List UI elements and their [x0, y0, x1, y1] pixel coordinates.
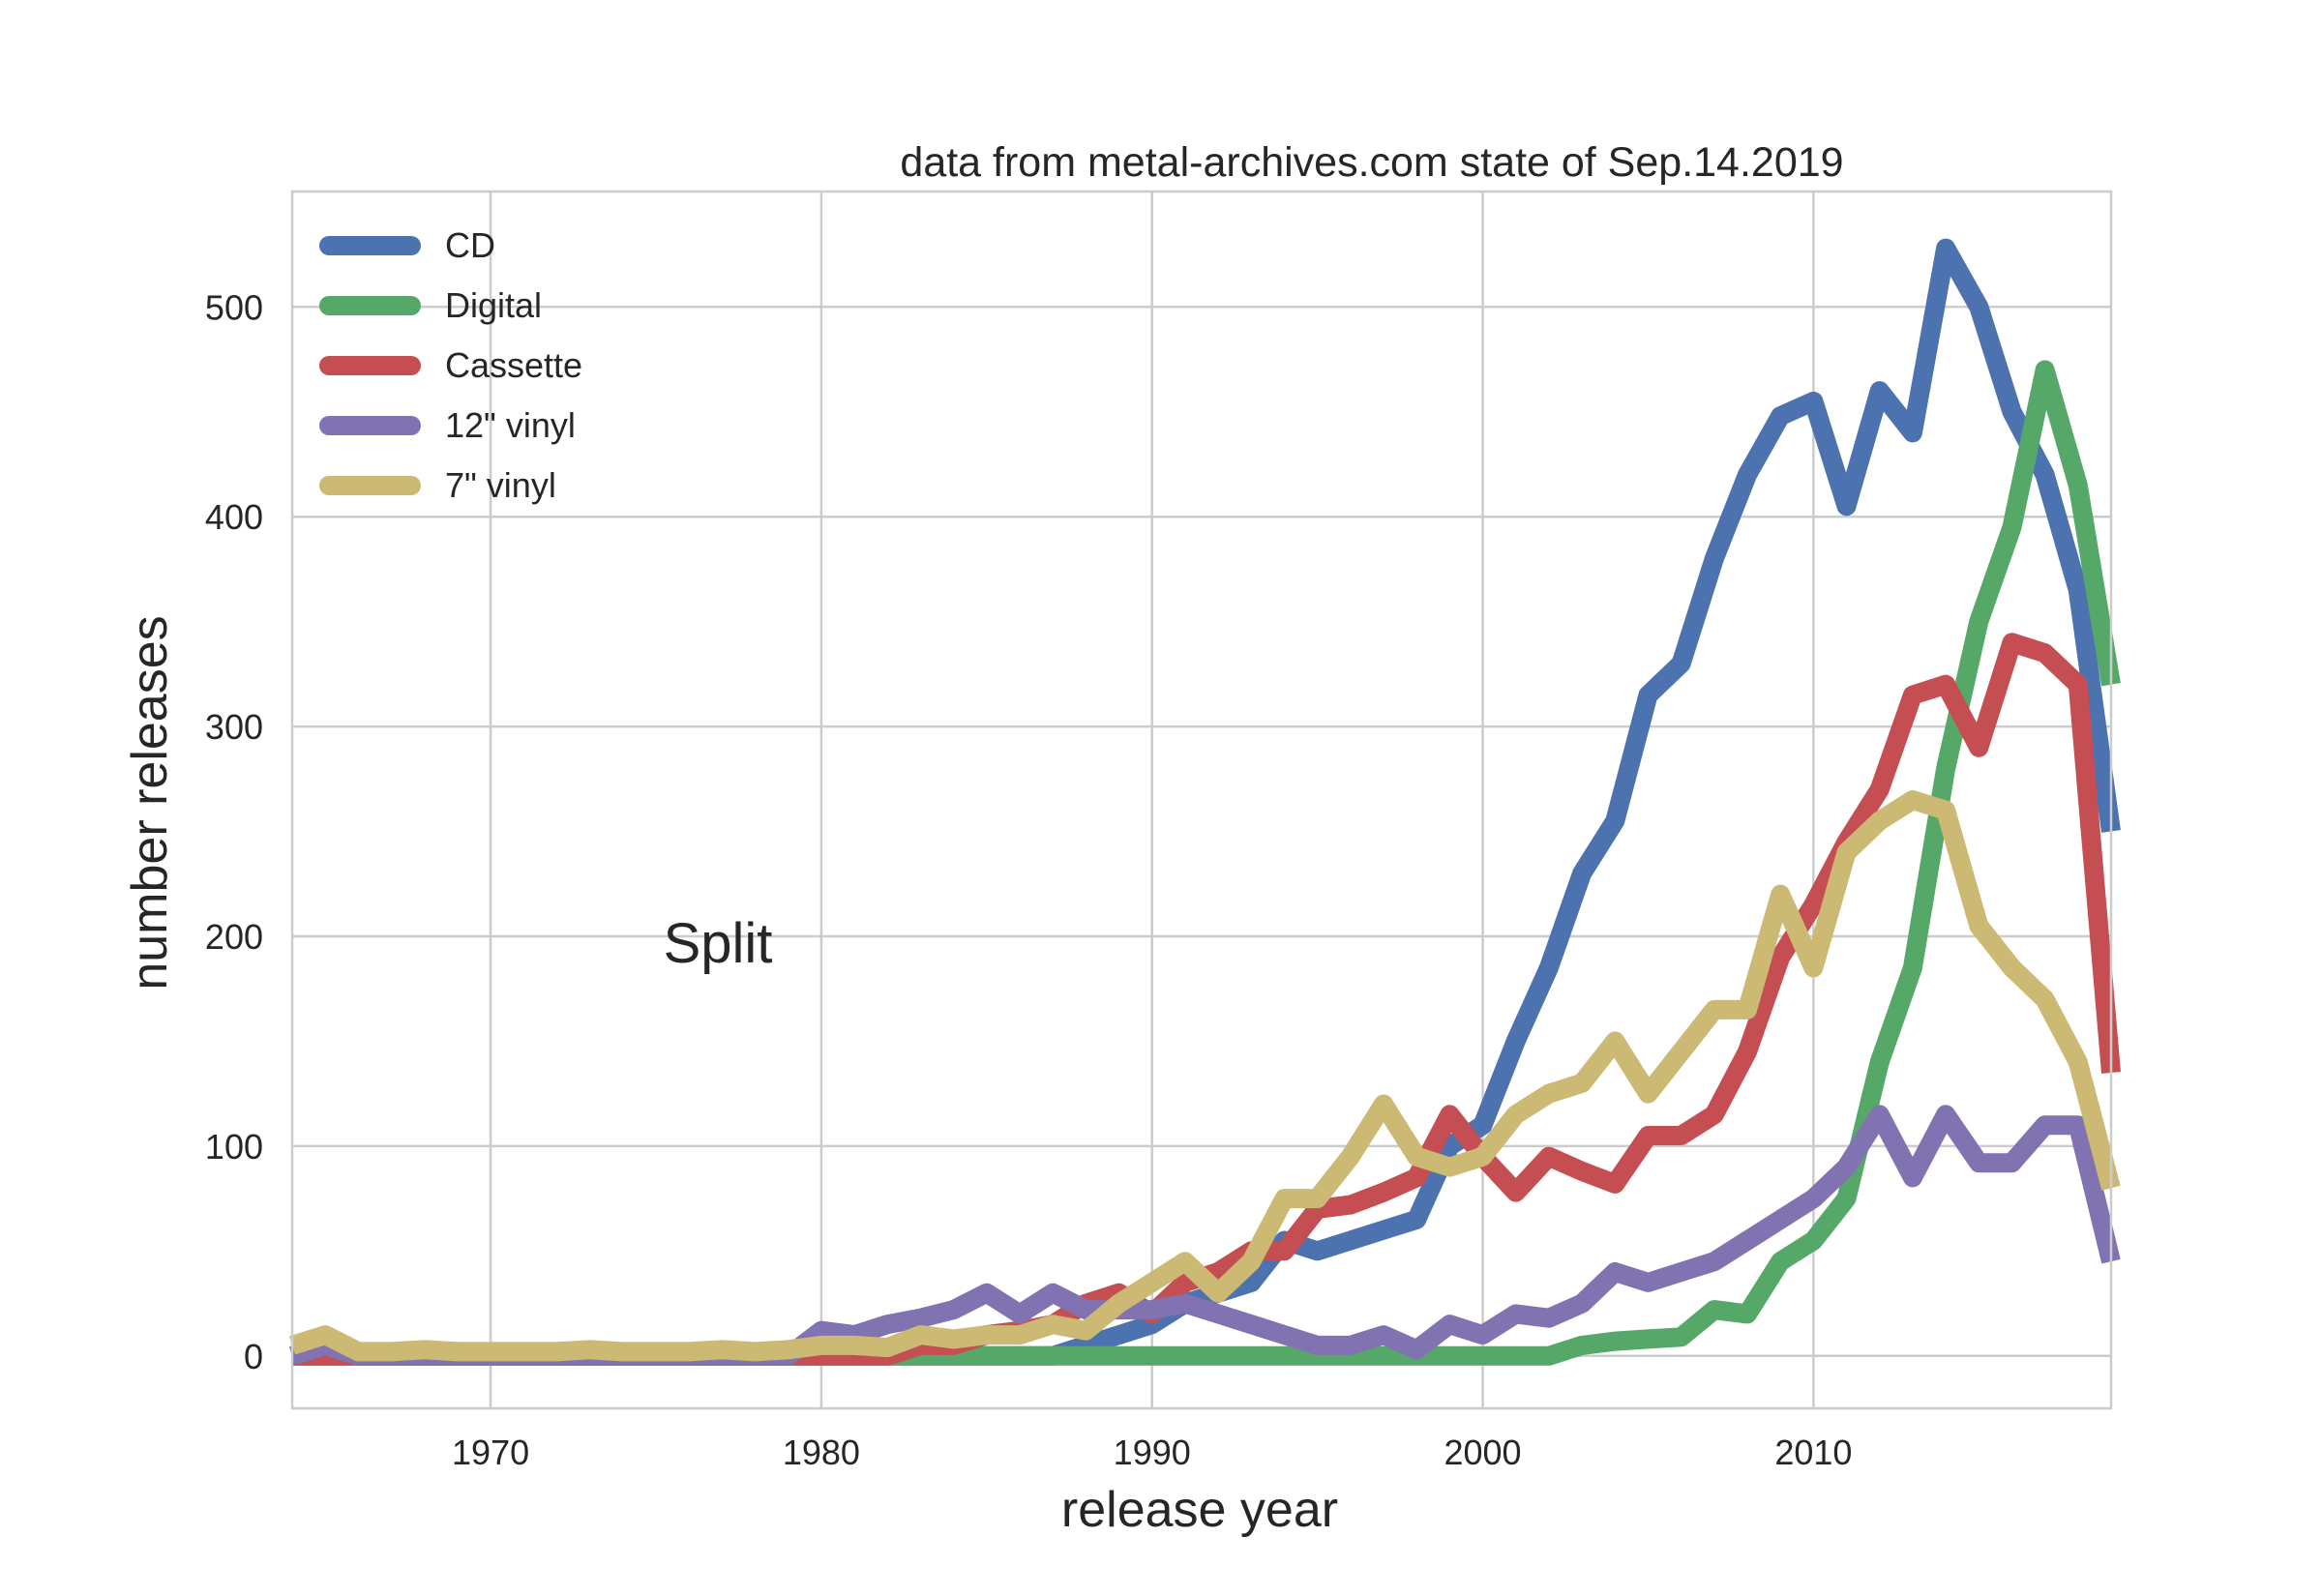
x-tick-label: 1970 [452, 1433, 529, 1472]
y-axis-label: number releases [122, 615, 178, 990]
x-tick-label: 2010 [1774, 1433, 1852, 1472]
series-lines [288, 238, 2121, 1366]
legend-label: 12" vinyl [445, 405, 576, 445]
x-axis-label: release year [1061, 1482, 1338, 1538]
y-tick-label: 500 [205, 287, 263, 327]
legend-label: Digital [445, 285, 542, 325]
series-line-4 [288, 790, 2121, 1362]
legend-label: CD [445, 225, 495, 265]
x-tick-label: 2000 [1444, 1433, 1521, 1472]
x-tick-label: 1980 [783, 1433, 860, 1472]
y-tick-label: 100 [205, 1127, 263, 1167]
chart-title: data from metal-archives.com state of Se… [900, 139, 1843, 186]
x-tick-label: 1990 [1114, 1433, 1191, 1472]
y-tick-label: 200 [205, 917, 263, 957]
y-tick-label: 400 [205, 497, 263, 537]
x-tick-labels: 1970 1980 1990 2000 2010 [452, 1433, 1852, 1472]
legend-label: Cassette [445, 345, 582, 385]
y-tick-label: 300 [205, 707, 263, 747]
plot-frame [290, 190, 2113, 1410]
y-tick-label: 0 [244, 1337, 263, 1376]
legend: CD Digital Cassette 12" vinyl 7" vinyl [319, 225, 582, 505]
legend-label: 7" vinyl [445, 465, 556, 505]
annotation-split: Split [664, 912, 773, 975]
y-tick-labels: 0 100 200 300 400 500 [205, 287, 263, 1375]
